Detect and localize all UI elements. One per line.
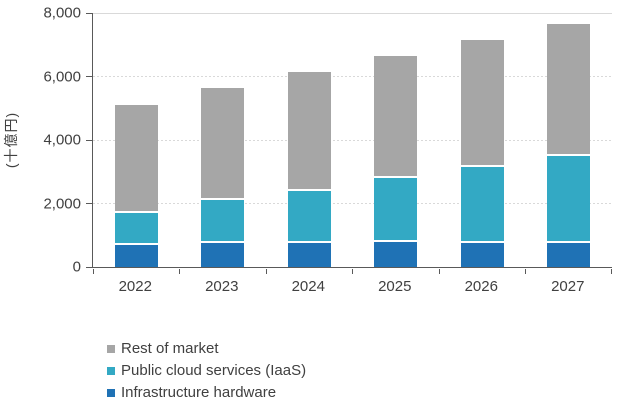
bar-segment-rest-of-market [374,55,418,179]
bar-segment-infrastructure-hardware [287,243,331,267]
bar-2025 [374,55,418,267]
bar-segment-rest-of-market [460,40,504,168]
bar-segment-public-cloud-services-iaas [201,200,245,244]
x-axis-tick [352,268,353,274]
legend-swatch-public-cloud-services-iaas [107,366,115,375]
x-axis-tick [179,268,180,274]
plot-area [86,12,612,274]
legend-item-public-cloud-services-iaas: Public cloud services (IaaS) [107,363,306,378]
bar-2026 [460,40,504,267]
legend-label: Public cloud services (IaaS) [121,362,307,379]
bar-2022 [114,105,158,267]
y-axis-tick [86,12,92,14]
bar-segment-infrastructure-hardware [374,241,418,267]
legend-label: Rest of market [121,340,219,357]
y-axis-tick [86,266,92,268]
x-axis-category-label: 2026 [464,278,498,295]
x-axis-category-label: 2023 [205,278,239,295]
bar-segment-public-cloud-services-iaas [374,178,418,242]
bar-2027 [547,24,591,267]
bar-segment-rest-of-market [201,87,245,201]
y-axis-tick-label: 8,000 [43,4,81,22]
bar-segment-rest-of-market [114,105,158,214]
y-axis-tick [86,139,92,141]
gridline-2000 [93,203,612,204]
bar-segment-public-cloud-services-iaas [287,190,331,244]
legend-label: Infrastructure hardware [121,384,277,401]
bar-segment-public-cloud-services-iaas [460,167,504,244]
gridline-8000 [93,12,612,14]
y-axis-tick-label: 2,000 [43,195,81,212]
x-axis-tick [525,268,526,274]
y-axis-tick-label: 0 [72,258,81,276]
bar-segment-infrastructure-hardware [547,243,591,267]
x-axis-tick [265,268,267,274]
legend: Rest of market Public cloud services (Iaa… [107,341,306,407]
y-axis-tick [86,76,92,77]
x-axis-category-label: 2024 [291,278,325,295]
y-axis-tick-label: 4,000 [43,131,81,149]
bar-2024 [287,71,331,267]
y-axis-tick [86,203,92,204]
legend-item-rest-of-market: Rest of market [107,341,306,356]
bar-segment-rest-of-market [547,24,591,156]
x-axis-category-label: 2027 [551,278,585,295]
legend-item-infrastructure-hardware: Infrastructure hardware [107,385,306,400]
x-axis-tick [92,268,94,274]
bar-segment-infrastructure-hardware [114,244,158,267]
gridline-6000 [93,76,612,77]
x-axis-category-label: 2022 [118,278,152,295]
y-axis-tick-label: 6,000 [43,68,81,85]
gridline-4000 [93,139,612,141]
bar-segment-public-cloud-services-iaas [114,213,158,245]
legend-swatch-infrastructure-hardware [107,388,115,397]
bar-2023 [201,87,245,267]
legend-swatch-rest-of-market [107,344,115,353]
bar-segment-infrastructure-hardware [460,243,504,267]
x-axis-tick [438,268,440,274]
x-axis-tick [611,268,612,274]
bar-segment-rest-of-market [287,71,331,191]
bar-segment-public-cloud-services-iaas [547,155,591,244]
bar-segment-infrastructure-hardware [201,243,245,267]
x-axis-category-label: 2025 [378,278,412,295]
